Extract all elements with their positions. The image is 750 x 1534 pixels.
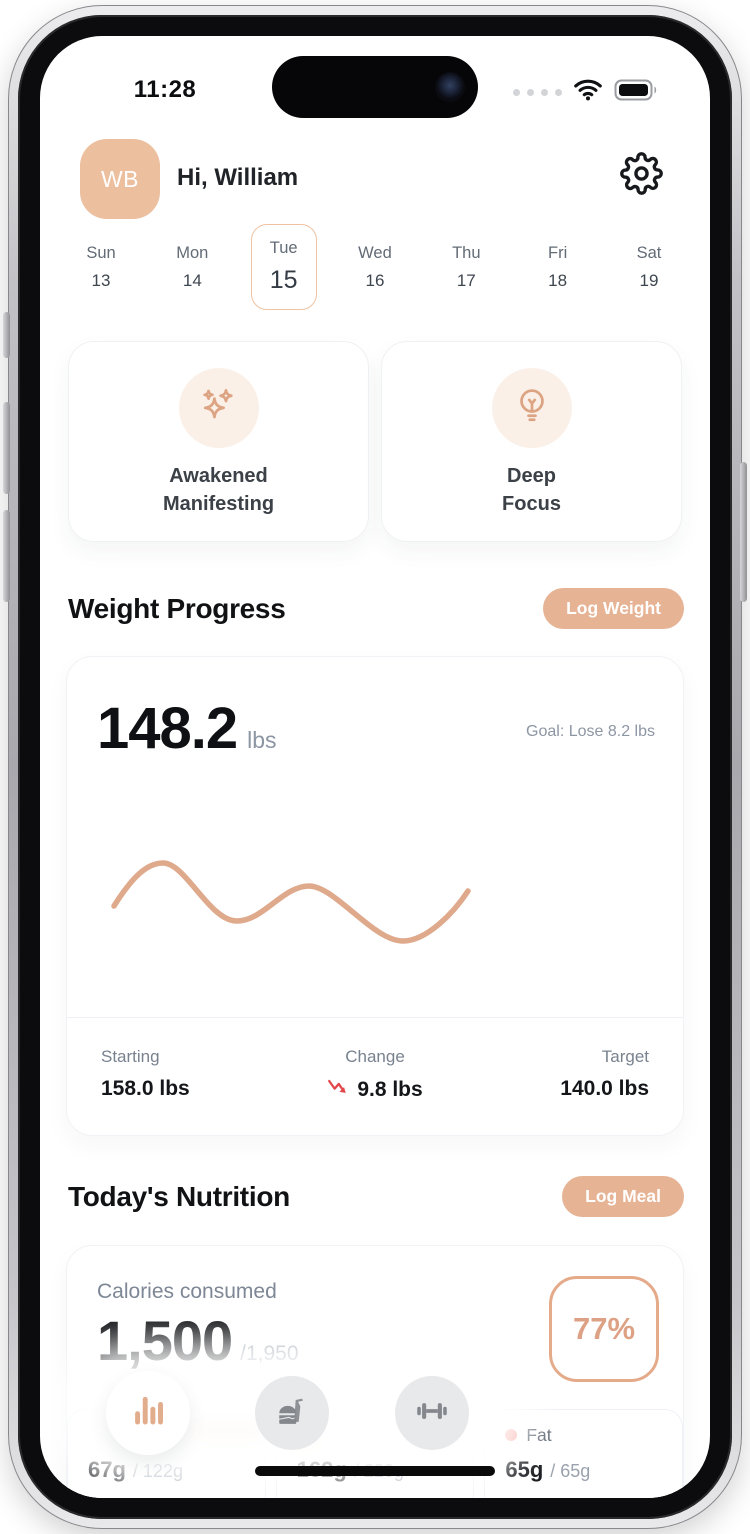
day-tue-selected[interactable]: Tue 15 — [250, 224, 317, 310]
day-thu[interactable]: Thu 17 — [452, 243, 481, 290]
weight-trend-chart — [111, 860, 471, 944]
meal-icon — [275, 1394, 309, 1433]
current-weight-value: 148.2 — [97, 696, 238, 761]
macro-tile-fat: Fat 65g / 65g — [484, 1409, 684, 1498]
current-weight-unit: lbs — [247, 727, 277, 753]
lightbulb-icon — [510, 384, 554, 433]
app-screen: 11:28 WB — [40, 36, 710, 1498]
calories-goal: /1,950 — [240, 1342, 299, 1365]
quick-card-label: Deep Focus — [502, 465, 561, 515]
greeting-text: Hi, William — [177, 164, 299, 191]
stat-starting: Starting 158.0 lbs — [101, 1047, 190, 1100]
status-icons — [513, 78, 658, 107]
status-time: 11:28 — [133, 76, 197, 103]
awakened-manifesting-card[interactable]: Awakened Manifesting — [68, 341, 369, 542]
quick-card-label: Awakened Manifesting — [162, 465, 275, 515]
battery-icon — [614, 79, 658, 106]
tab-stats-active[interactable] — [106, 1371, 190, 1455]
day-fri[interactable]: Fri 18 — [548, 243, 568, 290]
dumbbell-icon — [415, 1394, 449, 1433]
calories-percent: 77% — [572, 1311, 636, 1346]
day-sun[interactable]: Sun 13 — [86, 243, 116, 290]
cellular-signal-icon — [513, 89, 562, 96]
divider — [67, 1017, 683, 1018]
volume-up-button — [3, 402, 10, 494]
tab-workouts[interactable] — [395, 1376, 469, 1450]
avatar-initials: WB — [100, 165, 140, 192]
avatar[interactable]: WB — [80, 139, 160, 219]
fat-label: Fat — [526, 1424, 552, 1445]
log-weight-button[interactable]: Log Weight — [543, 588, 684, 629]
volume-down-button — [3, 510, 10, 602]
stat-change: Change 9.8 lbs — [284, 1047, 467, 1103]
weight-goal-text: Goal: Lose 8.2 lbs — [526, 723, 655, 740]
weight-section-title: Weight Progress — [68, 592, 286, 624]
day-mon[interactable]: Mon 14 — [176, 243, 209, 290]
nutrition-section-title: Today's Nutrition — [68, 1180, 290, 1212]
power-button — [740, 462, 747, 602]
calories-values: 1,500 /1,950 — [97, 1308, 299, 1373]
sparkles-icon — [197, 384, 241, 433]
current-weight: 148.2 lbs — [97, 695, 277, 762]
weight-section-header: Weight Progress Log Weight — [68, 588, 684, 629]
settings-button[interactable] — [618, 152, 664, 200]
day-wed[interactable]: Wed 16 — [358, 243, 392, 290]
log-meal-button[interactable]: Log Meal — [562, 1176, 684, 1217]
sparkles-icon-circle — [178, 368, 259, 448]
mute-switch — [3, 312, 10, 358]
home-indicator[interactable] — [255, 1466, 495, 1476]
stat-target: Target 140.0 lbs — [560, 1047, 650, 1100]
calories-label: Calories consumed — [97, 1280, 277, 1303]
tab-bar — [85, 1368, 505, 1458]
quick-actions: Awakened Manifesting — [68, 341, 682, 542]
week-strip: Sun 13 Mon 14 Tue 15 Wed 16 Thu 17 Fri 1… — [68, 224, 682, 312]
gear-icon — [619, 152, 663, 200]
trend-down-icon — [327, 1077, 351, 1103]
stat-change-value: 9.8 lbs — [357, 1078, 423, 1101]
weight-card: 148.2 lbs Goal: Lose 8.2 lbs Starting 15… — [66, 656, 684, 1136]
deep-focus-card[interactable]: Deep Focus — [381, 341, 682, 542]
wifi-icon — [573, 78, 603, 107]
calories-consumed: 1,500 — [97, 1309, 233, 1372]
dynamic-island — [272, 56, 478, 118]
nutrition-section-header: Today's Nutrition Log Meal — [68, 1176, 684, 1217]
weight-stats-row: Starting 158.0 lbs Change 9.8 lbs — [101, 1047, 649, 1103]
fat-dot — [505, 1429, 518, 1441]
lightbulb-icon-circle — [491, 368, 572, 448]
bar-chart-icon — [130, 1393, 166, 1434]
day-sat[interactable]: Sat 19 — [636, 243, 662, 290]
tab-meals[interactable] — [255, 1376, 329, 1450]
front-camera — [435, 72, 465, 102]
calories-percent-badge: 77% — [549, 1276, 659, 1382]
